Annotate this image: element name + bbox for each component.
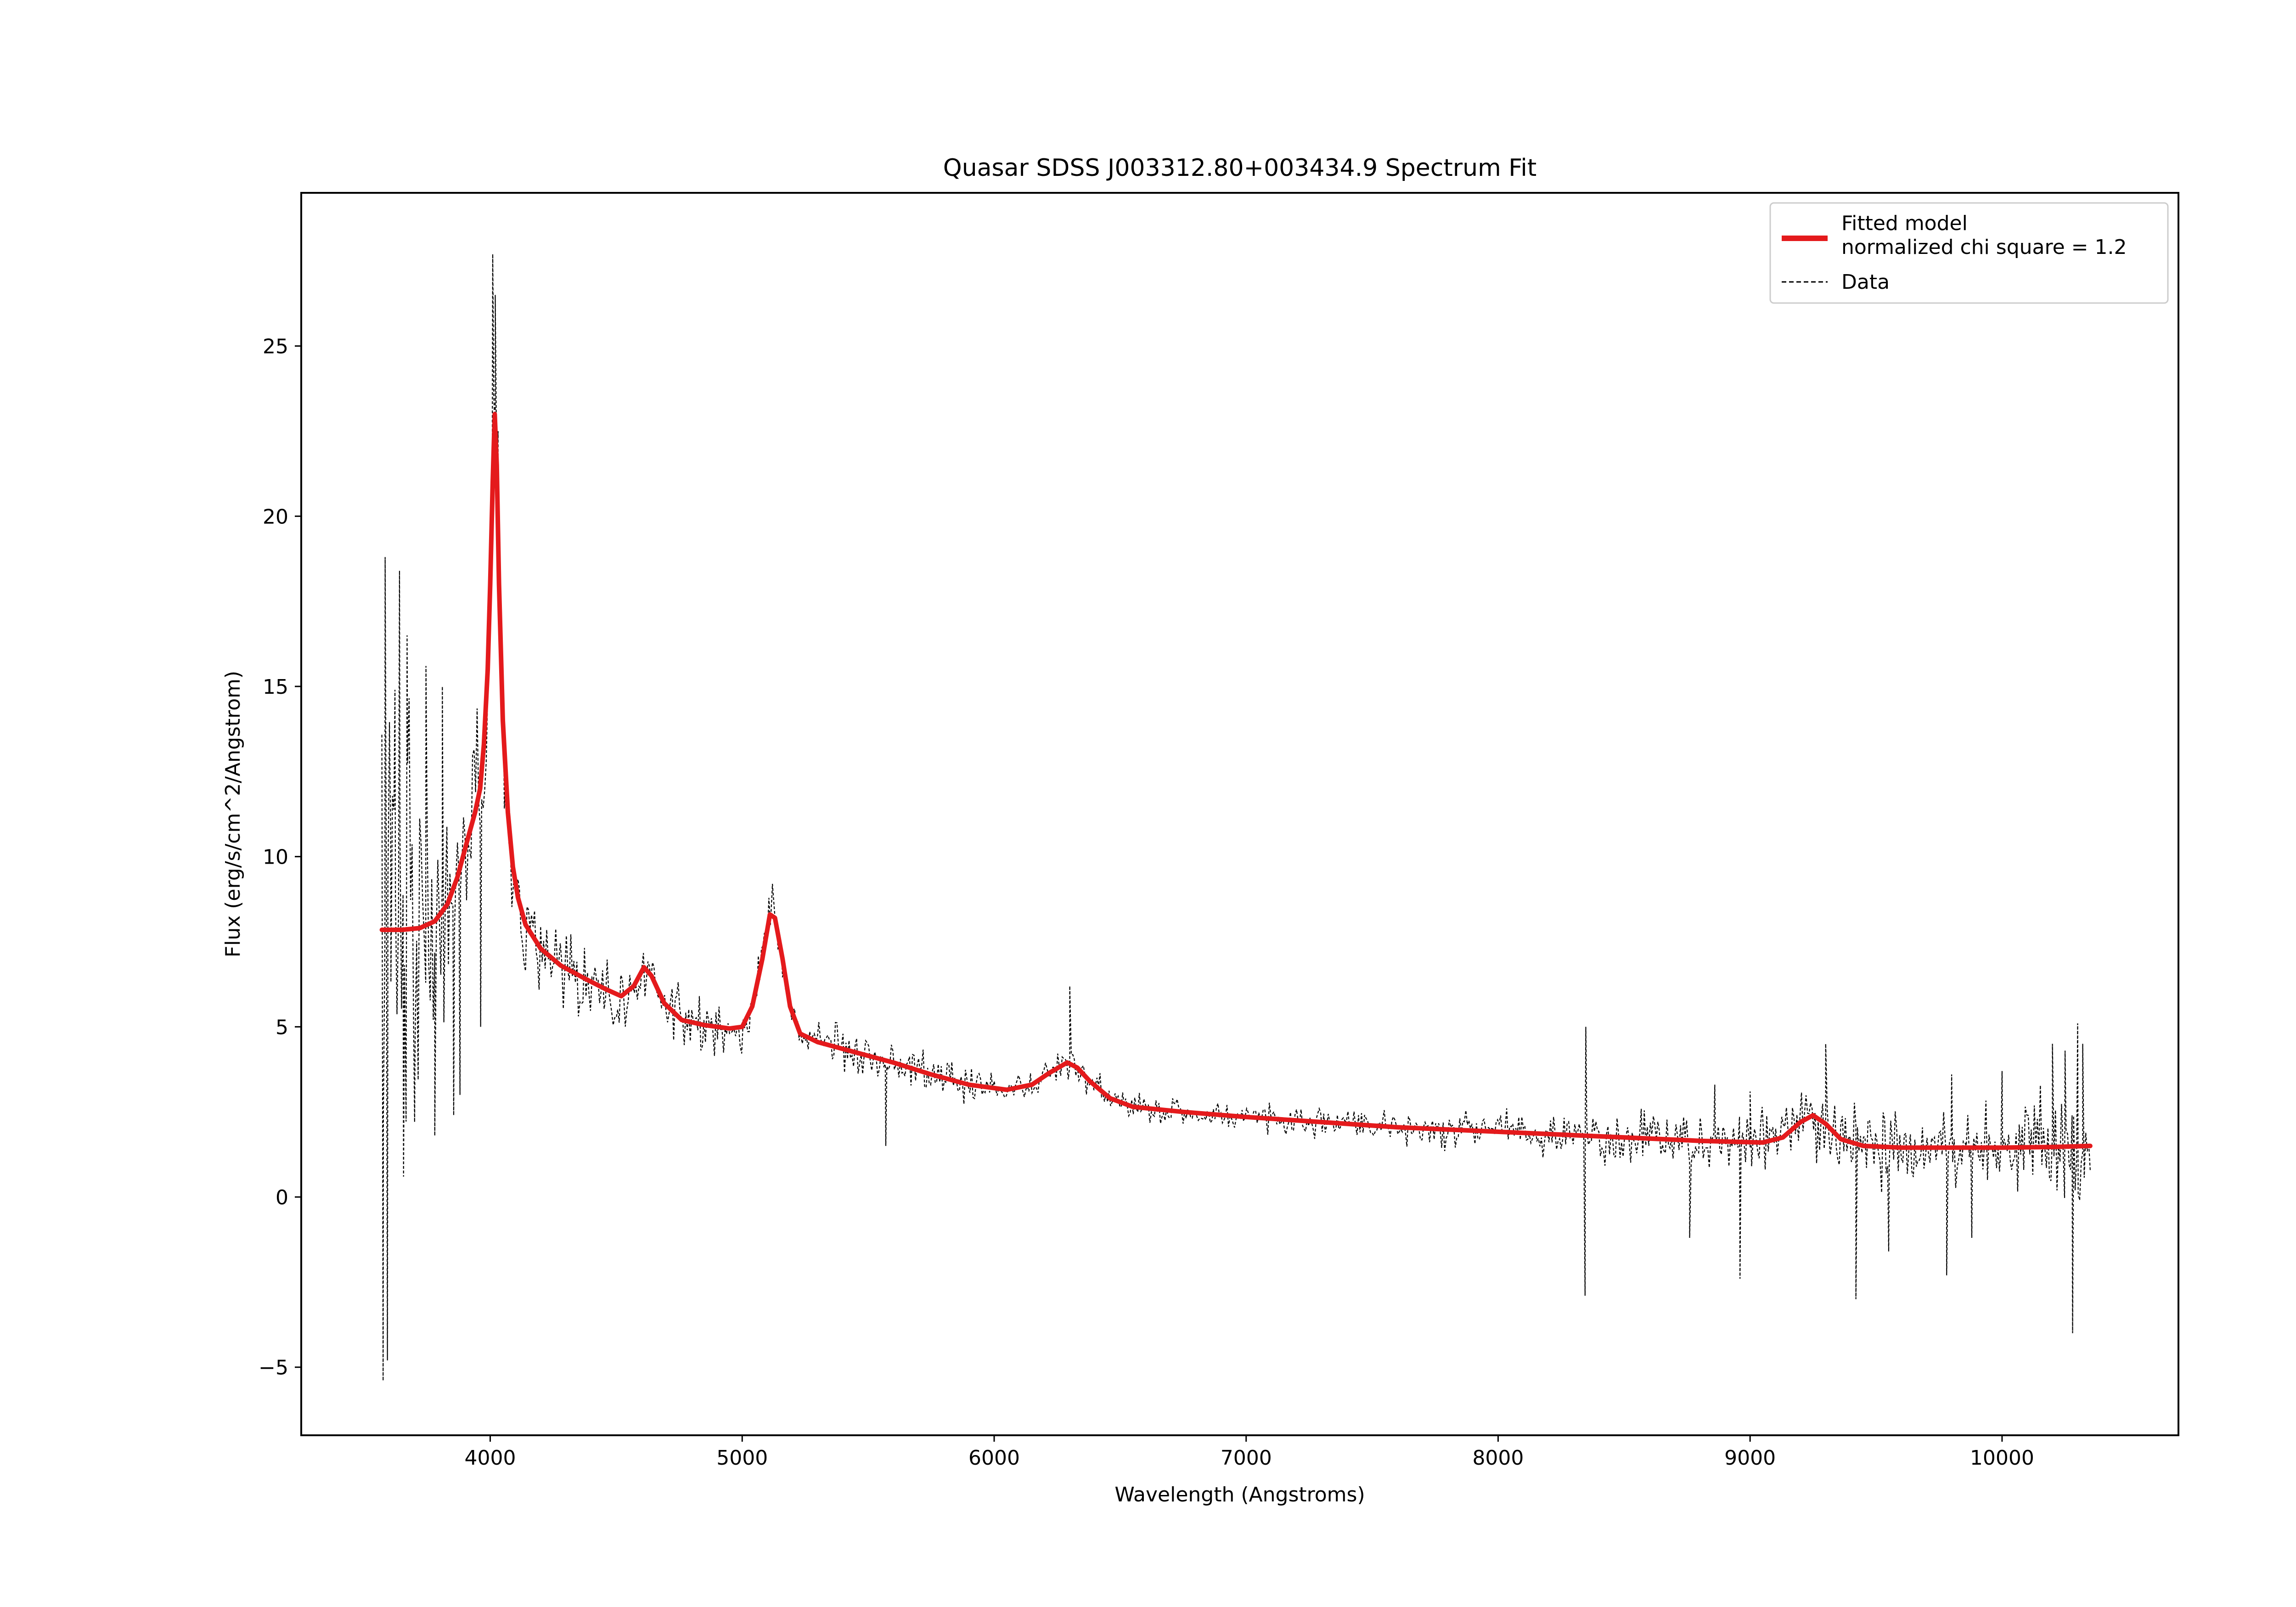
x-axis-label: Wavelength (Angstroms) xyxy=(1114,1483,1365,1506)
legend-box xyxy=(1769,202,2169,304)
y-tick-label: 25 xyxy=(263,335,288,359)
y-tick-label: 0 xyxy=(276,1186,288,1209)
model-series xyxy=(379,411,2093,1150)
data-line xyxy=(381,254,2091,1381)
data-series xyxy=(381,254,2091,1381)
x-tick-label: 4000 xyxy=(465,1446,516,1470)
y-tick-label: 15 xyxy=(263,675,288,699)
plot-area xyxy=(379,254,2093,1381)
legend: Fitted model normalized chi square = 1.2… xyxy=(1769,202,2169,304)
chart-title: Quasar SDSS J003312.80+003434.9 Spectrum… xyxy=(943,154,1536,182)
y-axis: −5 0 5 10 15 20 25 xyxy=(259,335,301,1380)
y-axis-label: Flux (erg/s/cm^2/Angstrom) xyxy=(221,671,245,957)
x-tick-label: 7000 xyxy=(1221,1446,1272,1470)
axes-frame xyxy=(300,192,2179,1436)
x-tick-label: 9000 xyxy=(1724,1446,1776,1470)
legend-model-chi-label: normalized chi square = 1.2 xyxy=(1841,236,2127,259)
x-tick-label: 5000 xyxy=(716,1446,768,1470)
model-line xyxy=(379,411,2093,1150)
x-tick-label: 6000 xyxy=(968,1446,1020,1470)
y-tick-label: 10 xyxy=(263,846,288,869)
x-tick-label: 8000 xyxy=(1472,1446,1524,1470)
legend-model-label: Fitted model xyxy=(1841,212,1968,235)
y-tick-label: 5 xyxy=(276,1016,288,1039)
x-tick-label: 10000 xyxy=(1970,1446,2034,1470)
y-tick-label: −5 xyxy=(259,1356,288,1380)
x-axis: 4000 5000 6000 7000 8000 9000 10000 xyxy=(465,1435,2034,1470)
legend-data-label: Data xyxy=(1841,270,1890,294)
y-tick-label: 20 xyxy=(263,505,288,528)
